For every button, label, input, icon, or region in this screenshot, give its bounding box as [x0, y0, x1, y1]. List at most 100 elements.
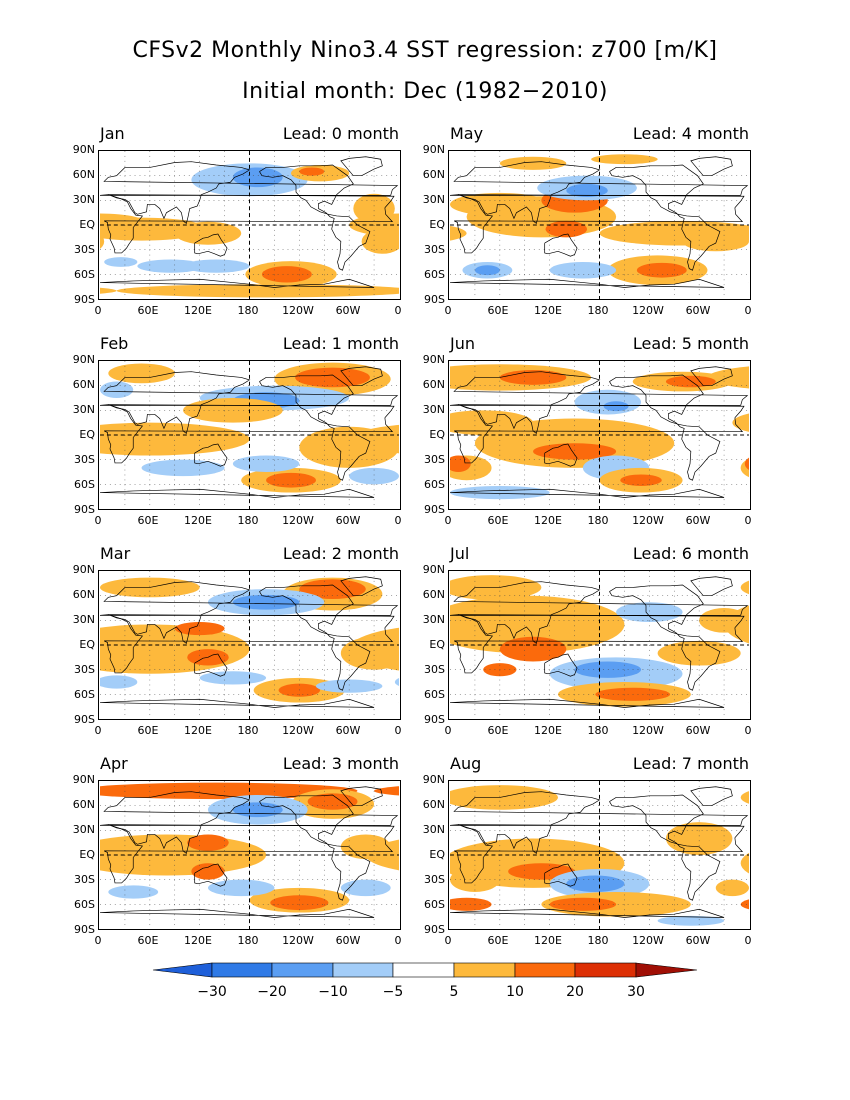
coastline — [398, 615, 399, 616]
longitude-tick-label: 120W — [632, 724, 664, 737]
anomaly-contour — [591, 154, 658, 165]
longitude-tick-label: 60E — [487, 724, 509, 737]
anomaly-contour — [715, 879, 749, 897]
longitude-tick-label: 120E — [184, 514, 212, 527]
coastline — [748, 615, 749, 616]
panel-lead-label: Lead: 1 month — [282, 334, 399, 353]
longitude-tick-label: 0 — [444, 514, 452, 527]
latitude-tick-label: 30S — [74, 873, 95, 886]
longitude-tick-label: 180 — [587, 304, 609, 317]
panel-month-label: May — [450, 124, 484, 143]
anomaly-contour — [374, 786, 399, 796]
anomaly-contour — [261, 266, 312, 283]
latitude-tick-label: 90N — [422, 353, 445, 366]
anomaly-contour — [545, 220, 588, 238]
longitude-tick-label: 0 — [394, 514, 402, 527]
coastline — [100, 908, 375, 918]
anomaly-contour — [100, 675, 138, 689]
latitude-tick-label: 30N — [422, 613, 445, 626]
panel-lead-label: Lead: 2 month — [282, 544, 399, 563]
regression-map — [98, 150, 401, 300]
anomaly-contour — [740, 791, 749, 804]
latitude-tick-label: EQ — [429, 848, 445, 861]
regression-map — [448, 360, 751, 510]
latitude-tick-label: 30S — [74, 663, 95, 676]
anomaly-contour — [740, 458, 749, 478]
anomaly-contour — [620, 474, 662, 486]
latitude-tick-label: EQ — [429, 428, 445, 441]
coastline — [748, 195, 749, 196]
longitude-tick-label: 180 — [237, 514, 259, 527]
latitude-tick-label: 60S — [74, 898, 95, 911]
colorbar-swatch — [635, 962, 698, 978]
coastline — [450, 581, 749, 644]
longitude-tick-label: 0 — [94, 514, 102, 527]
latitude-tick-label: 60S — [424, 478, 445, 491]
longitude-tick-label: 120E — [534, 724, 562, 737]
coastline — [450, 698, 725, 708]
longitude-tick-label: 120E — [184, 304, 212, 317]
coastline — [100, 278, 375, 288]
longitude-tick-label: 60W — [685, 724, 711, 737]
latitude-tick-label: 90N — [72, 353, 95, 366]
longitude-tick-label: 180 — [237, 304, 259, 317]
coastline — [544, 443, 578, 467]
anomaly-contour — [448, 608, 450, 633]
longitude-tick-label: 120W — [632, 514, 664, 527]
latitude-tick-label: EQ — [429, 638, 445, 651]
anomaly-contour — [232, 167, 283, 188]
anomaly-contour — [100, 422, 250, 456]
coastline — [450, 161, 749, 224]
longitude-tick-label: 0 — [394, 724, 402, 737]
colorbar-swatch — [211, 962, 273, 978]
map-panel: May Lead: 4 month 90N 60N 30N EQ 30S 60S 90S 0 60E… — [423, 124, 752, 317]
anomaly-contour — [657, 640, 741, 666]
latitude-tick-label: 30S — [424, 453, 445, 466]
coastline — [259, 164, 371, 271]
anomaly-contour — [682, 231, 749, 252]
anomaly-contour — [399, 382, 401, 398]
latitude-tick-label: 90N — [72, 773, 95, 786]
colorbar-tick-label: 30 — [627, 984, 645, 1000]
anomaly-contour — [100, 642, 109, 665]
anomaly-contour — [636, 262, 687, 278]
latitude-tick-label: 60N — [422, 378, 445, 391]
coastline — [100, 161, 399, 224]
coastline — [690, 156, 733, 177]
anomaly-contour — [100, 381, 134, 398]
coastline — [454, 614, 745, 674]
anomaly-contour — [448, 232, 450, 252]
longitude-tick-label: 120E — [184, 934, 212, 947]
longitude-tick-label: 60E — [137, 304, 159, 317]
anomaly-contour — [566, 875, 625, 892]
coastline — [398, 492, 399, 493]
latitude-tick-label: 30S — [424, 663, 445, 676]
panel-lead-label: Lead: 4 month — [632, 124, 749, 143]
longitude-tick-label: 60W — [335, 514, 361, 527]
anomaly-contour — [361, 229, 399, 254]
anomaly-contour — [100, 287, 117, 294]
longitude-tick-label: 0 — [744, 934, 752, 947]
latitude-tick-label: 30N — [422, 823, 445, 836]
coastline — [259, 374, 371, 481]
panel-lead-label: Lead: 3 month — [282, 754, 399, 773]
coastline — [194, 233, 228, 257]
longitude-tick-label: 180 — [587, 724, 609, 737]
coastline — [748, 282, 749, 283]
latitude-tick-label: EQ — [79, 638, 95, 651]
figure-subtitle: Initial month: Dec (1982−2010) — [242, 79, 608, 104]
anomaly-contour — [116, 284, 399, 298]
coastline — [259, 794, 371, 901]
colorbar-tick-label: 20 — [566, 984, 584, 1000]
anomaly-contour — [183, 259, 250, 273]
latitude-tick-label: 30N — [72, 823, 95, 836]
longitude-tick-label: 0 — [94, 724, 102, 737]
longitude-tick-label: 120W — [632, 934, 664, 947]
longitude-tick-label: 0 — [444, 304, 452, 317]
latitude-tick-label: 60N — [72, 588, 95, 601]
latitude-tick-label: 90S — [74, 923, 95, 936]
regression-map — [98, 780, 401, 930]
anomaly-contour — [232, 455, 300, 472]
panel-month-label: Mar — [100, 544, 131, 563]
anomaly-contour — [450, 897, 492, 911]
